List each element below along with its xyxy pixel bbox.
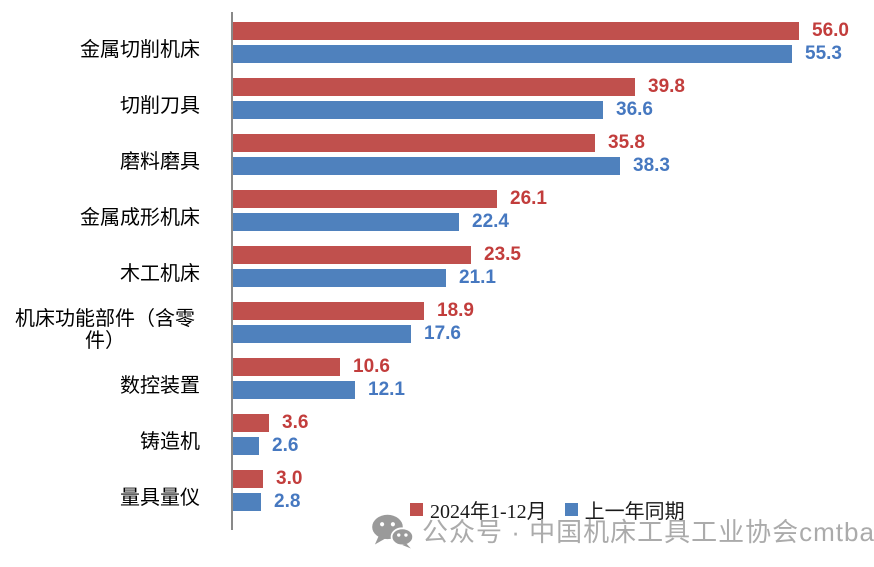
bar-current-period (233, 246, 471, 264)
bar-prior-year (233, 381, 355, 399)
bar-prior-year (233, 213, 459, 231)
legend-marker-red (410, 503, 423, 516)
category-axis-line (231, 12, 233, 530)
bar-current-period (233, 470, 263, 488)
bar-prior-year (233, 101, 603, 119)
bar-current-period (233, 190, 497, 208)
legend-marker-blue (564, 503, 578, 516)
wechat-icon (372, 514, 414, 549)
value-label: 10.6 (353, 356, 390, 377)
value-label: 26.1 (510, 188, 547, 209)
bar-prior-year (233, 325, 411, 343)
value-label: 56.0 (812, 20, 849, 41)
value-label: 21.1 (459, 267, 496, 288)
value-label: 35.8 (608, 132, 645, 153)
value-label: 38.3 (633, 155, 670, 176)
value-label: 3.6 (282, 412, 309, 433)
value-label: 23.5 (484, 244, 521, 265)
bar-current-period (233, 22, 799, 40)
bar-current-period (233, 78, 635, 96)
legend-label: 2024年1-12月 (430, 501, 547, 523)
watermark-text: 公众号 · 中国机床工具工业协会cmtba (422, 517, 874, 547)
value-label: 3.0 (276, 468, 303, 489)
value-label: 17.6 (424, 323, 461, 344)
category-label: 机床功能部件（含零件） (15, 308, 195, 352)
category-label: 数控装置 (120, 375, 200, 397)
value-label: 2.8 (274, 491, 301, 512)
category-label: 量具量仪 (120, 487, 200, 509)
bar-current-period (233, 358, 340, 376)
category-label: 铸造机 (140, 431, 200, 453)
value-label: 18.9 (437, 300, 474, 321)
category-label: 磨料磨具 (120, 151, 200, 173)
category-label: 金属成形机床 (80, 207, 200, 229)
value-label: 2.6 (272, 435, 299, 456)
bar-prior-year (233, 157, 620, 175)
bar-current-period (233, 134, 595, 152)
value-label: 39.8 (648, 76, 685, 97)
bar-prior-year (233, 45, 792, 63)
legend-item-prior-year: 上一年同期 (564, 495, 685, 524)
value-label: 12.1 (368, 379, 405, 400)
legend-item-current-period: 2024年1-12月 (410, 495, 547, 524)
category-label: 切削刀具 (120, 95, 200, 117)
category-label: 木工机床 (120, 263, 200, 285)
legend-label: 上一年同期 (584, 501, 685, 523)
category-label: 金属切削机床 (80, 39, 200, 61)
bar-current-period (233, 414, 269, 432)
value-label: 36.6 (616, 99, 653, 120)
watermark: 公众号 · 中国机床工具工业协会cmtba (370, 512, 874, 549)
bar-prior-year (233, 493, 261, 511)
bar-prior-year (233, 269, 446, 287)
bar-prior-year (233, 437, 259, 455)
value-label: 55.3 (805, 43, 842, 64)
value-label: 22.4 (472, 211, 509, 232)
legend: 2024年1-12月 上一年同期 (410, 495, 685, 524)
bar-current-period (233, 302, 424, 320)
